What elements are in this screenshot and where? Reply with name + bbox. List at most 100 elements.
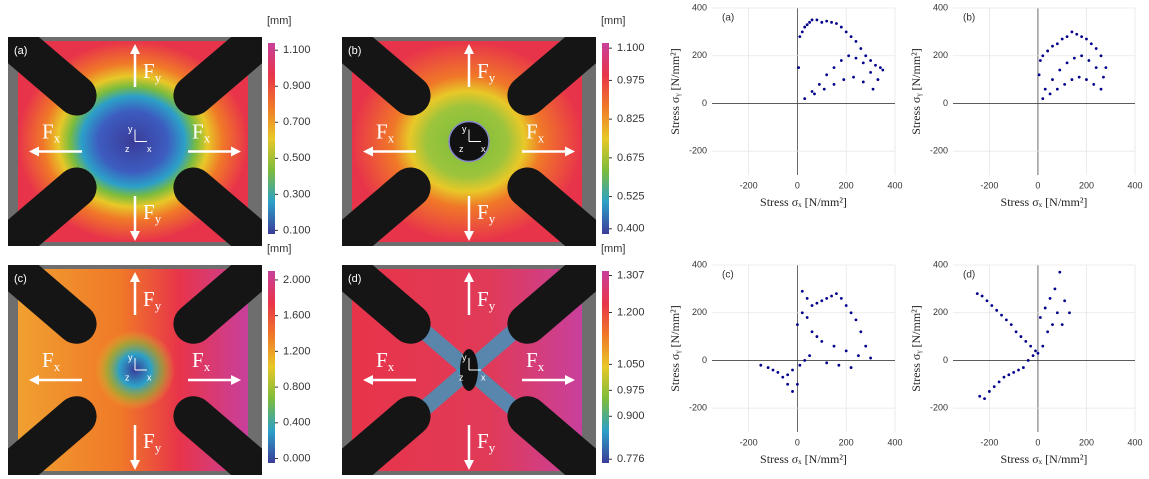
x-tick-label: 400 (887, 180, 902, 190)
data-point (842, 78, 846, 81)
force-symbol: F (477, 59, 489, 83)
data-point (832, 66, 836, 70)
colorbar (268, 271, 275, 463)
data-point (859, 47, 863, 50)
data-point (1099, 87, 1103, 91)
data-point (869, 59, 872, 62)
force-label: Fx (376, 119, 395, 145)
clamp-arm (8, 265, 97, 344)
axis-icon-label: x (147, 144, 152, 154)
data-point (1012, 370, 1016, 374)
data-point (796, 382, 799, 386)
data-point (808, 20, 811, 24)
data-point (1051, 323, 1054, 327)
colorbar-tick-label: 1.600 (283, 310, 311, 322)
data-point (1070, 78, 1074, 81)
data-point (1104, 66, 1108, 70)
data-point (985, 299, 989, 303)
x-tick-label: 0 (795, 437, 800, 447)
data-point (810, 304, 814, 307)
data-point (839, 25, 843, 29)
colorbar-tick-label: 0.776 (617, 453, 645, 465)
force-subscript: x (54, 359, 61, 374)
data-point (1060, 37, 1064, 41)
y-tick-label: 400 (692, 259, 707, 269)
x-tick-label: 400 (1127, 437, 1142, 447)
data-point (803, 359, 807, 362)
force-label: Fy (477, 287, 496, 313)
colorbar (268, 43, 275, 234)
force-label: Fx (192, 348, 211, 374)
data-point (1004, 318, 1008, 322)
colorbar-tick-label: 0.700 (283, 116, 311, 128)
x-tick-label: 200 (839, 437, 854, 447)
data-point (859, 330, 863, 334)
data-point (844, 30, 848, 34)
data-point (1094, 66, 1098, 70)
colorbar-tick-label: 0.825 (617, 113, 645, 125)
data-point (800, 289, 804, 293)
data-point (1021, 366, 1025, 369)
data-point (1002, 375, 1006, 379)
colorbar-tick-label: 1.100 (283, 44, 311, 56)
force-symbol: F (143, 429, 155, 453)
data-point (1068, 311, 1071, 315)
force-label: Fy (477, 200, 496, 226)
data-point (861, 61, 865, 65)
force-subscript: y (155, 440, 162, 455)
chart-label: (d) (963, 270, 975, 281)
x-axis-label: Stress σₓ [N/mm²] (760, 452, 847, 466)
data-point (815, 301, 819, 305)
panel-label: (a) (14, 45, 27, 57)
force-subscript: x (388, 359, 395, 374)
colorbar (602, 271, 609, 463)
panel-label: (b) (348, 45, 361, 57)
data-point (1085, 78, 1088, 81)
panel-label: (d) (348, 273, 361, 285)
axis-icon-label: y (128, 124, 133, 134)
data-point (786, 382, 790, 386)
force-subscript: x (204, 359, 211, 374)
colorbar-tick-label: 0.900 (617, 410, 645, 422)
x-tick-label: 0 (1035, 180, 1040, 190)
chart-label: (b) (963, 13, 975, 24)
data-point (835, 292, 838, 296)
data-point (988, 390, 991, 393)
clamp-arm (173, 37, 262, 116)
data-point (1058, 68, 1062, 72)
clamp-arm (342, 265, 431, 344)
x-tick-label: 0 (795, 180, 800, 190)
data-point (983, 397, 986, 400)
force-subscript: y (155, 298, 162, 313)
clamp-arm (507, 265, 596, 344)
force-label: Fy (477, 59, 496, 85)
x-tick-label: 400 (1127, 180, 1142, 190)
data-point (1017, 368, 1020, 372)
force-symbol: F (42, 119, 54, 143)
force-subscript: x (538, 359, 545, 374)
data-point (847, 54, 851, 58)
x-axis-label: Stress σₓ [N/mm²] (1001, 195, 1088, 209)
y-tick-label: -200 (689, 146, 707, 156)
data-point (1007, 373, 1011, 377)
data-point (1048, 92, 1052, 96)
data-point (1075, 32, 1079, 36)
data-point (1089, 42, 1093, 46)
data-point (822, 87, 826, 91)
data-point (874, 63, 877, 67)
force-symbol: F (477, 200, 489, 224)
data-point (1065, 61, 1069, 65)
data-point (803, 97, 807, 101)
data-point (1087, 59, 1091, 62)
data-point (786, 373, 790, 377)
data-point (815, 18, 819, 22)
force-symbol: F (192, 119, 204, 143)
data-point (844, 304, 848, 307)
data-point (1063, 299, 1067, 303)
data-point (796, 323, 799, 327)
data-point (854, 318, 858, 322)
y-tick-label: 0 (702, 98, 707, 108)
axis-icon-label: y (462, 352, 467, 362)
colorbar-tick-label: 0.000 (283, 452, 311, 464)
